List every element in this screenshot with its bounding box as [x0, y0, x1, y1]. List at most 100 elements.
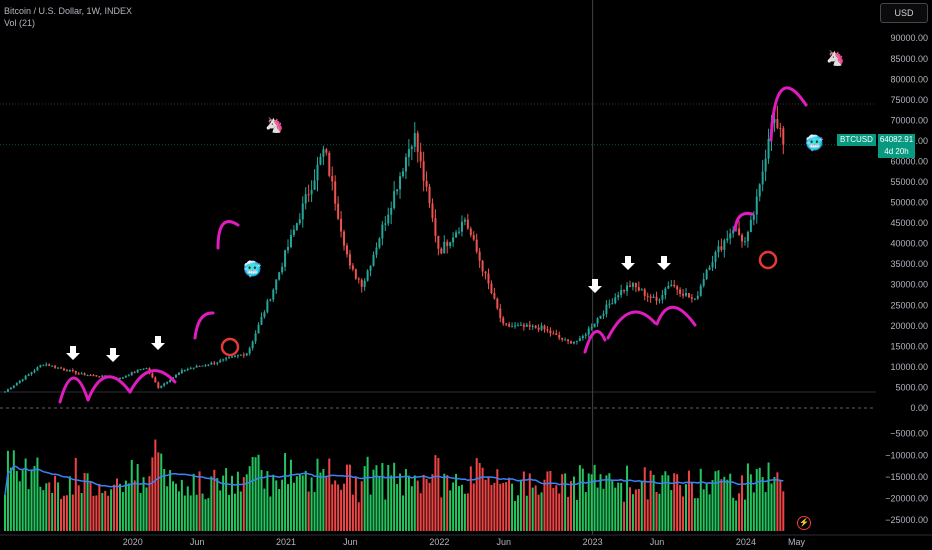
candle-body [549, 330, 552, 334]
volume-bar [631, 494, 634, 531]
currency-button[interactable]: USD [880, 3, 928, 23]
candle-body [637, 287, 640, 291]
candle-body [746, 232, 749, 242]
volume-bar [679, 485, 682, 531]
volume-bar [570, 481, 573, 531]
volume-bar [581, 468, 584, 531]
hand-drawn-arc [733, 211, 754, 232]
volume-bar [233, 493, 236, 531]
candle-body [251, 341, 254, 349]
candle-body [481, 260, 484, 272]
candle-body [345, 245, 348, 255]
candle-body [466, 219, 469, 229]
x-tick-label: Jun [650, 537, 665, 547]
candle-body [51, 365, 54, 367]
candle-body [322, 149, 325, 157]
y-tick-label: 30000.00 [890, 280, 928, 290]
volume-bar [685, 484, 688, 531]
volume-bar [782, 491, 785, 531]
volume-bar [127, 483, 130, 531]
volume-series [4, 439, 785, 531]
volume-bar [186, 486, 189, 531]
candle-body [124, 376, 127, 378]
y-tick-label: 90000.00 [890, 33, 928, 43]
candle-body [460, 221, 463, 232]
volume-bar [60, 498, 63, 531]
candle-body [39, 365, 42, 368]
volume-bar [95, 495, 98, 531]
volume-bar [251, 457, 254, 531]
volume-bar [522, 471, 525, 531]
candle-body [428, 186, 431, 204]
candle-body [599, 315, 602, 319]
candle-body [369, 265, 372, 271]
candle-body [434, 218, 437, 236]
volume-bar [319, 472, 322, 531]
volume-bar [720, 479, 723, 531]
candle-body [779, 127, 782, 129]
candle-body [696, 295, 699, 299]
volume-bar [33, 466, 36, 531]
volume-bar [531, 487, 534, 531]
y-tick-label: 40000.00 [890, 239, 928, 249]
volume-bar [602, 488, 605, 531]
volume-bar [558, 493, 561, 531]
volume-bar [404, 469, 407, 531]
volume-bar [511, 483, 514, 531]
candle-body [490, 283, 493, 293]
candle-body [228, 357, 231, 359]
volume-bar [278, 489, 281, 531]
candle-body [263, 312, 266, 317]
volume-bar [640, 480, 643, 531]
candle-body [440, 248, 443, 254]
candle-body [101, 375, 104, 377]
symbol-title[interactable]: Bitcoin / U.S. Dollar, 1W, INDEX [4, 6, 133, 16]
volume-bar [755, 469, 758, 531]
candle-body [12, 385, 15, 388]
volume-bar [148, 476, 151, 531]
lightning-icon[interactable]: ⚡ [797, 516, 811, 530]
x-tick-label: 2024 [736, 537, 756, 547]
candle-body [372, 254, 375, 266]
candle-body [269, 299, 272, 301]
volume-bar [174, 483, 177, 531]
volume-bar [86, 473, 89, 531]
candle-body [487, 273, 490, 284]
volume-bar [263, 488, 266, 531]
volume-bar [369, 494, 372, 531]
candle-body [525, 324, 528, 327]
candle-body [98, 376, 101, 378]
volume-bar [275, 480, 278, 531]
candle-body [225, 358, 228, 360]
volume-bar [413, 475, 416, 531]
volume-bar [118, 483, 121, 531]
candle-body [6, 389, 9, 392]
volume-bar [732, 497, 735, 531]
hand-drawn-arc [58, 376, 90, 404]
candle-body [334, 181, 337, 204]
candle-body [233, 355, 236, 357]
candle-body [543, 325, 546, 330]
candle-body [57, 367, 60, 369]
candle-body [289, 234, 292, 248]
volume-bar [348, 464, 351, 531]
volume-bar [593, 464, 596, 531]
candle-body [325, 149, 328, 153]
candle-body [446, 241, 449, 246]
volume-bar [658, 493, 661, 531]
volume-bar [381, 463, 384, 531]
x-tick-label: 2020 [123, 537, 143, 547]
candle-body [584, 334, 587, 336]
volume-bar [481, 467, 484, 531]
volume-bar [502, 482, 505, 531]
volume-tick-label: −20000.00 [885, 494, 928, 504]
candle-body [643, 289, 646, 296]
candle-body [219, 360, 222, 363]
candle-body [743, 241, 746, 243]
volume-indicator-label[interactable]: Vol (21) [4, 18, 36, 28]
last-price-label: 64082.91 4d 20h [878, 134, 915, 158]
candle-body [484, 271, 487, 274]
candle-body [431, 203, 434, 219]
candle-body [301, 203, 304, 220]
